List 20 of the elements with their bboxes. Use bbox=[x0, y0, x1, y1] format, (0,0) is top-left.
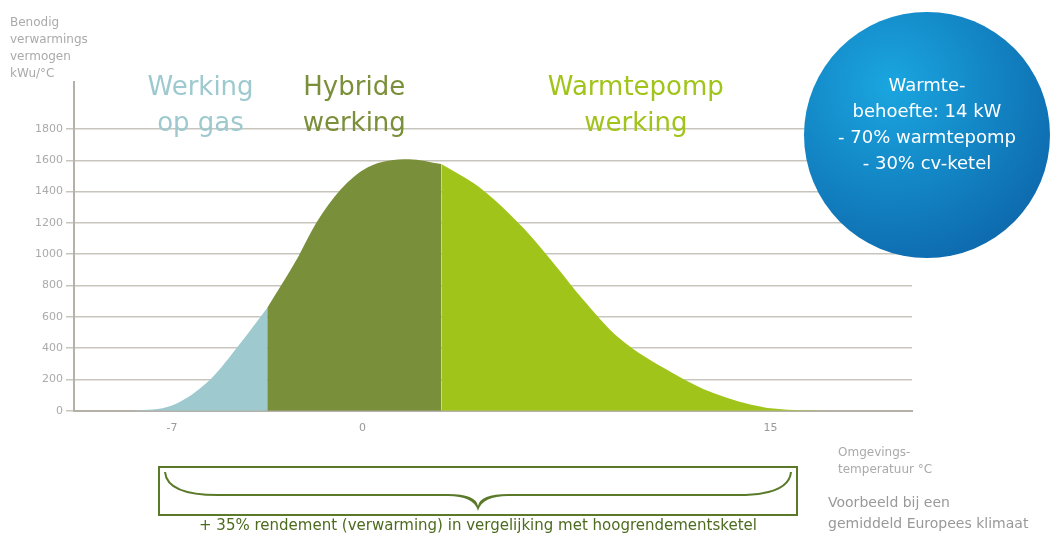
x-tick-label: 15 bbox=[763, 421, 778, 435]
annotation: Warmte- behoefte: 14 kW - 70% warmtepomp - 30% cv-ketel bbox=[837, 73, 1017, 175]
y-tick-label: 0 bbox=[55, 403, 63, 417]
y-axis-title: Benodig verwarmings vermogen kWu/°C bbox=[10, 14, 89, 82]
y-tick-label: 600 bbox=[41, 309, 63, 323]
y-tick-label: 1400 bbox=[34, 184, 63, 198]
text: Warmtepomp werking bbox=[547, 70, 724, 137]
x-tick-label: 0 bbox=[358, 421, 366, 435]
y-tick-label: 1800 bbox=[34, 121, 63, 135]
y-tick-label: 800 bbox=[41, 278, 63, 292]
x-tick-label: -7 bbox=[166, 421, 178, 435]
text: Voorbeeld bij een gemiddeld Europees klimaat bbox=[828, 493, 1030, 533]
y-tick-label: 1200 bbox=[34, 215, 63, 229]
y-tick-label: 1000 bbox=[34, 247, 63, 261]
series-label: Hybride werking bbox=[302, 70, 406, 137]
x-axis-title: Omgevings-temperatuur °C bbox=[838, 444, 934, 478]
y-tick-label: 400 bbox=[41, 341, 63, 355]
y-tick-label: 1600 bbox=[34, 153, 63, 167]
y-tick-label: 200 bbox=[41, 372, 63, 386]
text: + 35% rendement (verwarming) in vergelijking met hoogrendementsketel bbox=[199, 516, 757, 534]
